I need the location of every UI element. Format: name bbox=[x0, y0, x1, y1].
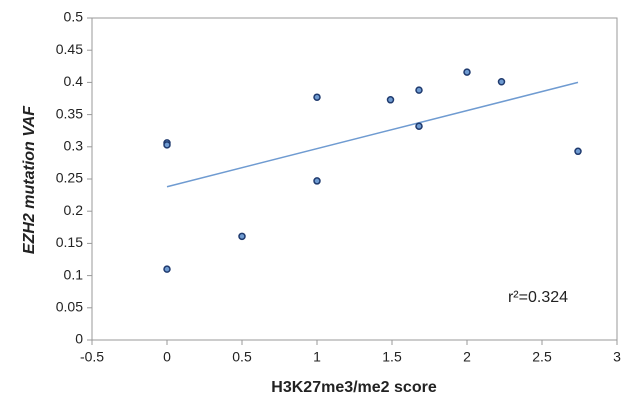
point bbox=[238, 232, 246, 241]
y-tick-label: 0.5 bbox=[64, 9, 84, 25]
point bbox=[463, 68, 471, 76]
y-tick-label: 0.2 bbox=[64, 202, 84, 218]
annotation: r²=0.324 bbox=[508, 289, 568, 306]
point bbox=[313, 177, 321, 185]
x-tick-label: 2 bbox=[463, 349, 471, 365]
point bbox=[163, 141, 171, 149]
y-tick-label: 0.3 bbox=[64, 138, 84, 154]
y-tick-label: 0.4 bbox=[64, 73, 84, 89]
y-tick-label: 0.1 bbox=[64, 266, 84, 282]
x-tick-label: 0 bbox=[163, 349, 171, 365]
y-axis-title: EZH2 mutation VAF bbox=[21, 105, 38, 254]
point bbox=[163, 265, 171, 273]
x-tick-label: 1.5 bbox=[382, 349, 402, 365]
y-tick-label: 0.35 bbox=[56, 105, 83, 121]
y-tick-label: 0.45 bbox=[56, 41, 83, 57]
x-tick-label: 3 bbox=[613, 349, 621, 365]
point bbox=[313, 93, 321, 101]
x-tick-label: 0.5 bbox=[232, 349, 252, 365]
point bbox=[574, 147, 582, 156]
point bbox=[497, 78, 506, 86]
y-tick-label: 0.25 bbox=[56, 170, 83, 186]
point bbox=[386, 96, 395, 104]
x-tick-label: 1 bbox=[313, 349, 321, 365]
point bbox=[415, 86, 423, 94]
x-axis-title: H3K27me3/me2 score bbox=[271, 379, 437, 396]
x-tick-label: -0.5 bbox=[80, 349, 104, 365]
point bbox=[415, 122, 423, 130]
y-tick-label: 0 bbox=[75, 331, 83, 347]
y-tick-label: 0.15 bbox=[56, 234, 83, 250]
x-tick-label: 2.5 bbox=[532, 349, 552, 365]
trendline bbox=[166, 81, 579, 188]
y-tick-label: 0.05 bbox=[56, 299, 83, 315]
